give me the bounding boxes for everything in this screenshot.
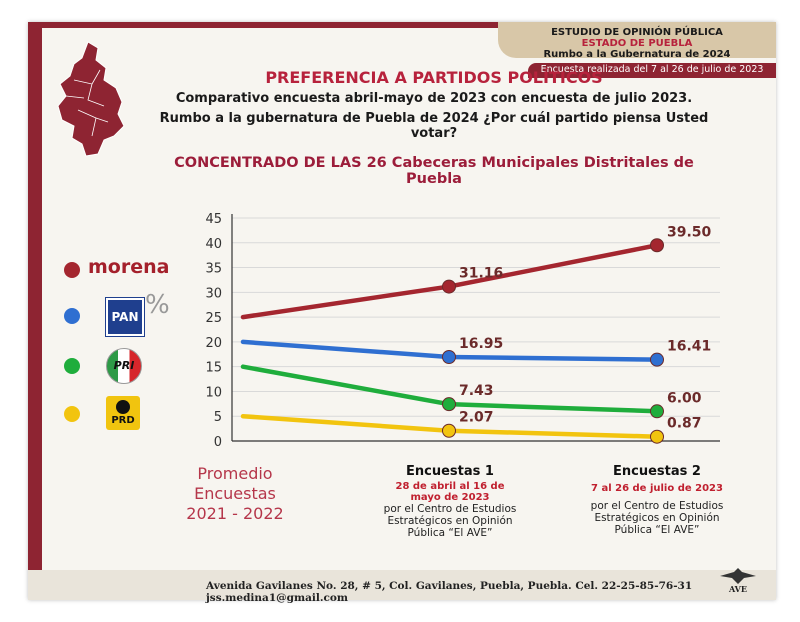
pri-logo-i: I xyxy=(130,359,135,372)
enc1-org-3: Pública “El AVE” xyxy=(407,527,493,539)
left-band xyxy=(28,22,42,600)
enc1-org-1: por el Centro de Estudios xyxy=(383,503,517,515)
pri-logo-p: P xyxy=(113,359,122,372)
point-prd-2 xyxy=(650,429,664,444)
sun-icon xyxy=(116,400,130,414)
y-unit-label: % xyxy=(145,290,170,320)
y-tick-label-0: 0 xyxy=(214,435,222,450)
x-label-promedio: Promedio Encuestas 2021 - 2022 xyxy=(160,464,310,524)
enc2-org-1: por el Centro de Estudios xyxy=(590,500,724,512)
pri-logo-r: R xyxy=(121,359,131,372)
data-label-prd-1: 2.07 xyxy=(459,410,494,426)
enc1-date-1: 28 de abril al 16 de xyxy=(395,481,505,492)
x-label-encuestas-1: Encuestas 1 28 de abril al 16 de mayo de… xyxy=(360,464,540,539)
data-label-pri-1: 7.43 xyxy=(459,383,494,399)
chart-title: PREFERENCIA A PARTIDOS POLÍTICOS xyxy=(265,68,603,87)
enc1-date-2: mayo de 2023 xyxy=(410,492,490,503)
enc2-date: 7 al 26 de julio de 2023 xyxy=(591,483,723,494)
data-label-morena-2: 39.50 xyxy=(667,224,712,240)
x-label-encuestas-2: Encuestas 2 7 al 26 de julio de 2023 por… xyxy=(567,464,747,536)
point-morena-2 xyxy=(650,238,664,253)
header-date-bar xyxy=(528,63,776,78)
legend-dot-morena xyxy=(64,262,80,278)
top-band xyxy=(28,22,776,28)
x-label-promedio-2: Encuestas xyxy=(194,484,276,503)
footer-address: Avenida Gavilanes No. 28, # 5, Col. Gavi… xyxy=(206,580,693,604)
chart-subtitle-2: Rumbo a la gubernatura de Puebla de 2024… xyxy=(159,111,709,141)
enc1-org-2: Estratégicos en Opinión xyxy=(387,515,513,527)
ave-logo-text: AVE xyxy=(728,584,747,594)
chart-subtitle-3: CONCENTRADO DE LAS 26 Cabeceras Municipa… xyxy=(174,155,694,187)
prd-logo: PRD xyxy=(106,396,140,430)
pan-logo: PAN xyxy=(105,297,145,337)
footer-strip xyxy=(28,570,776,600)
data-label-pri-2: 6.00 xyxy=(667,390,702,406)
point-prd-1 xyxy=(442,423,456,438)
header-line3: Rumbo a la Gubernatura de 2024 xyxy=(543,49,731,60)
chart-subtitle-1: Comparativo encuesta abril-mayo de 2023 … xyxy=(175,91,693,106)
pri-logo: PRI xyxy=(106,348,142,384)
x-label-promedio-3: 2021 - 2022 xyxy=(186,504,284,523)
data-label-pan-1: 16.95 xyxy=(459,336,503,352)
point-morena-1 xyxy=(442,279,456,294)
y-tick-label-30: 30 xyxy=(205,286,222,301)
y-tick-label-20: 20 xyxy=(205,336,222,351)
morena-logo: morena xyxy=(88,256,170,278)
header-line2: ESTADO DE PUEBLA xyxy=(581,38,693,49)
ave-eagle-logo: AVE xyxy=(720,568,756,594)
data-label-morena-1: 31.16 xyxy=(459,266,503,282)
point-pri-1 xyxy=(442,397,456,412)
y-tick-label-15: 15 xyxy=(205,361,222,376)
enc2-name: Encuestas 2 xyxy=(613,464,701,479)
legend-dot-pri xyxy=(64,358,80,374)
y-tick-label-40: 40 xyxy=(205,237,222,252)
point-pan-2 xyxy=(650,352,664,367)
slide-frame xyxy=(28,22,776,600)
y-tick-label-25: 25 xyxy=(205,311,222,326)
y-tick-label-45: 45 xyxy=(205,212,222,227)
legend-dot-pan xyxy=(64,308,80,324)
data-label-prd-2: 0.87 xyxy=(667,416,702,432)
puebla-map-icon xyxy=(57,41,125,157)
enc2-org-2: Estratégicos en Opinión xyxy=(594,512,720,524)
y-tick-label-5: 5 xyxy=(214,410,222,425)
data-label-pan-2: 16.41 xyxy=(667,339,711,355)
enc2-org-3: Pública “El AVE” xyxy=(614,524,700,536)
enc1-name: Encuestas 1 xyxy=(406,464,494,479)
header-tab xyxy=(498,22,776,58)
prd-logo-text: PRD xyxy=(111,415,135,426)
header-line1: ESTUDIO DE OPINIÓN PÚBLICA xyxy=(551,27,723,38)
x-label-promedio-1: Promedio xyxy=(197,464,273,483)
survey-date: Encuesta realizada del 7 al 26 de julio … xyxy=(540,64,764,75)
legend-dot-prd xyxy=(64,406,80,422)
point-pan-1 xyxy=(442,350,456,365)
point-pri-2 xyxy=(650,404,664,419)
y-tick-label-35: 35 xyxy=(205,262,222,277)
y-tick-label-10: 10 xyxy=(205,385,222,400)
